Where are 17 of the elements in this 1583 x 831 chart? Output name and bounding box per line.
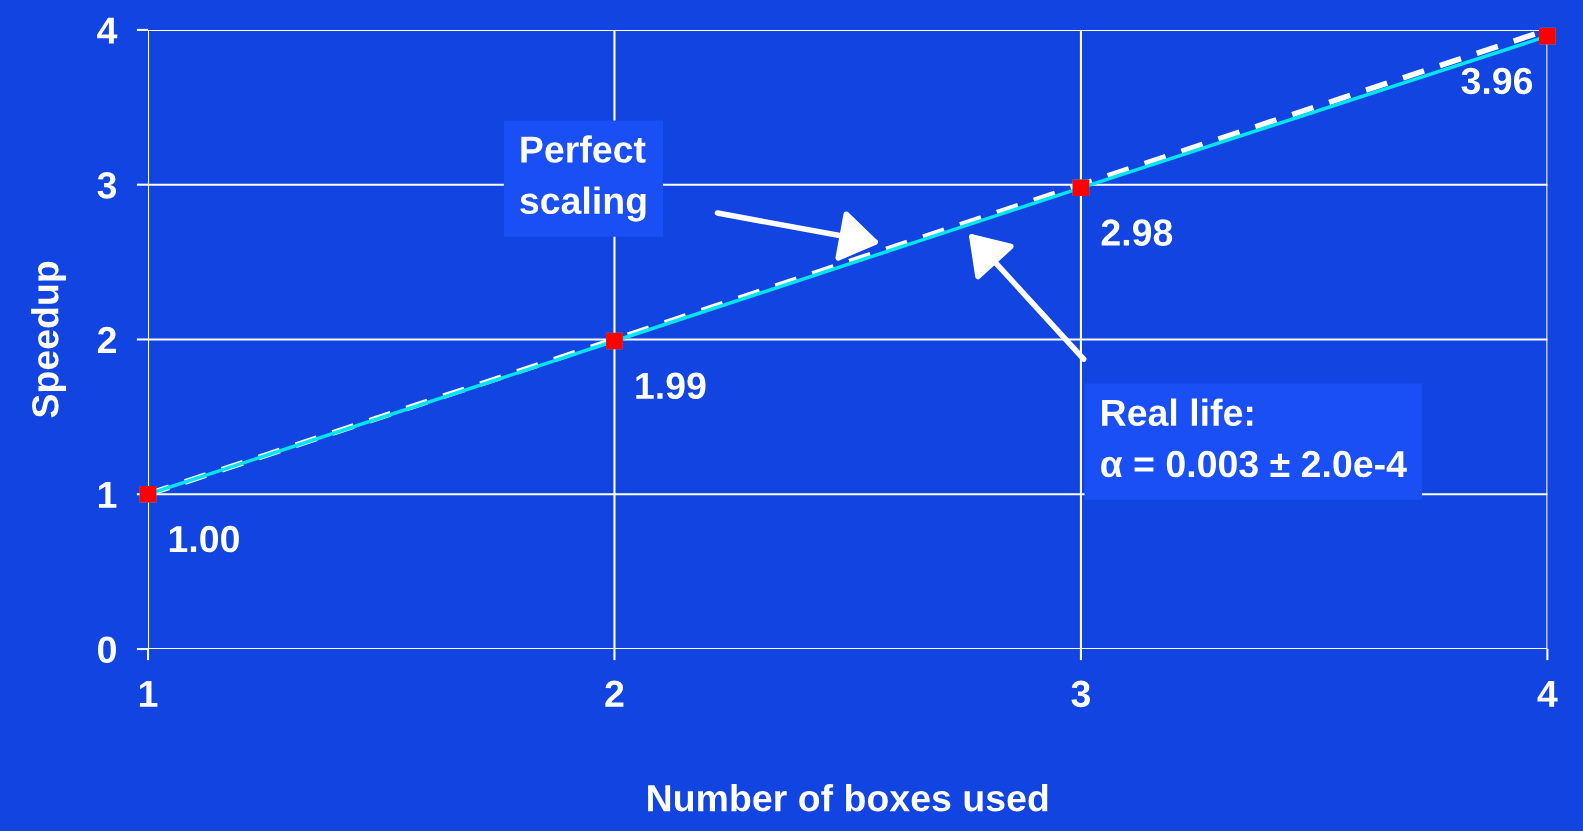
x-tick-label: 2 [605, 680, 624, 707]
data-label: 1.00 [169, 525, 239, 553]
y-tick-label: 2 [97, 326, 116, 354]
data-label: 3.96 [1461, 67, 1533, 95]
y-tick-label: 1 [98, 482, 117, 508]
data-label: 1.99 [636, 372, 706, 400]
y-tick-label: 3 [97, 172, 117, 199]
y-tick-label: 4 [97, 17, 118, 44]
data-label: 2.98 [1101, 219, 1173, 246]
y-tick-label: 0 [98, 636, 116, 663]
x-tick-label: 4 [1537, 680, 1558, 707]
annotation: Perfect scaling [520, 135, 646, 222]
x-axis-title: Number of boxes used [648, 783, 1048, 812]
x-tick-label: 3 [1071, 680, 1090, 708]
x-tick-label: 1 [139, 680, 158, 707]
y-axis-title: Speedup [31, 261, 67, 418]
annotation: Real life: α = 0.003 ± 2.0e-4 [1101, 398, 1407, 478]
